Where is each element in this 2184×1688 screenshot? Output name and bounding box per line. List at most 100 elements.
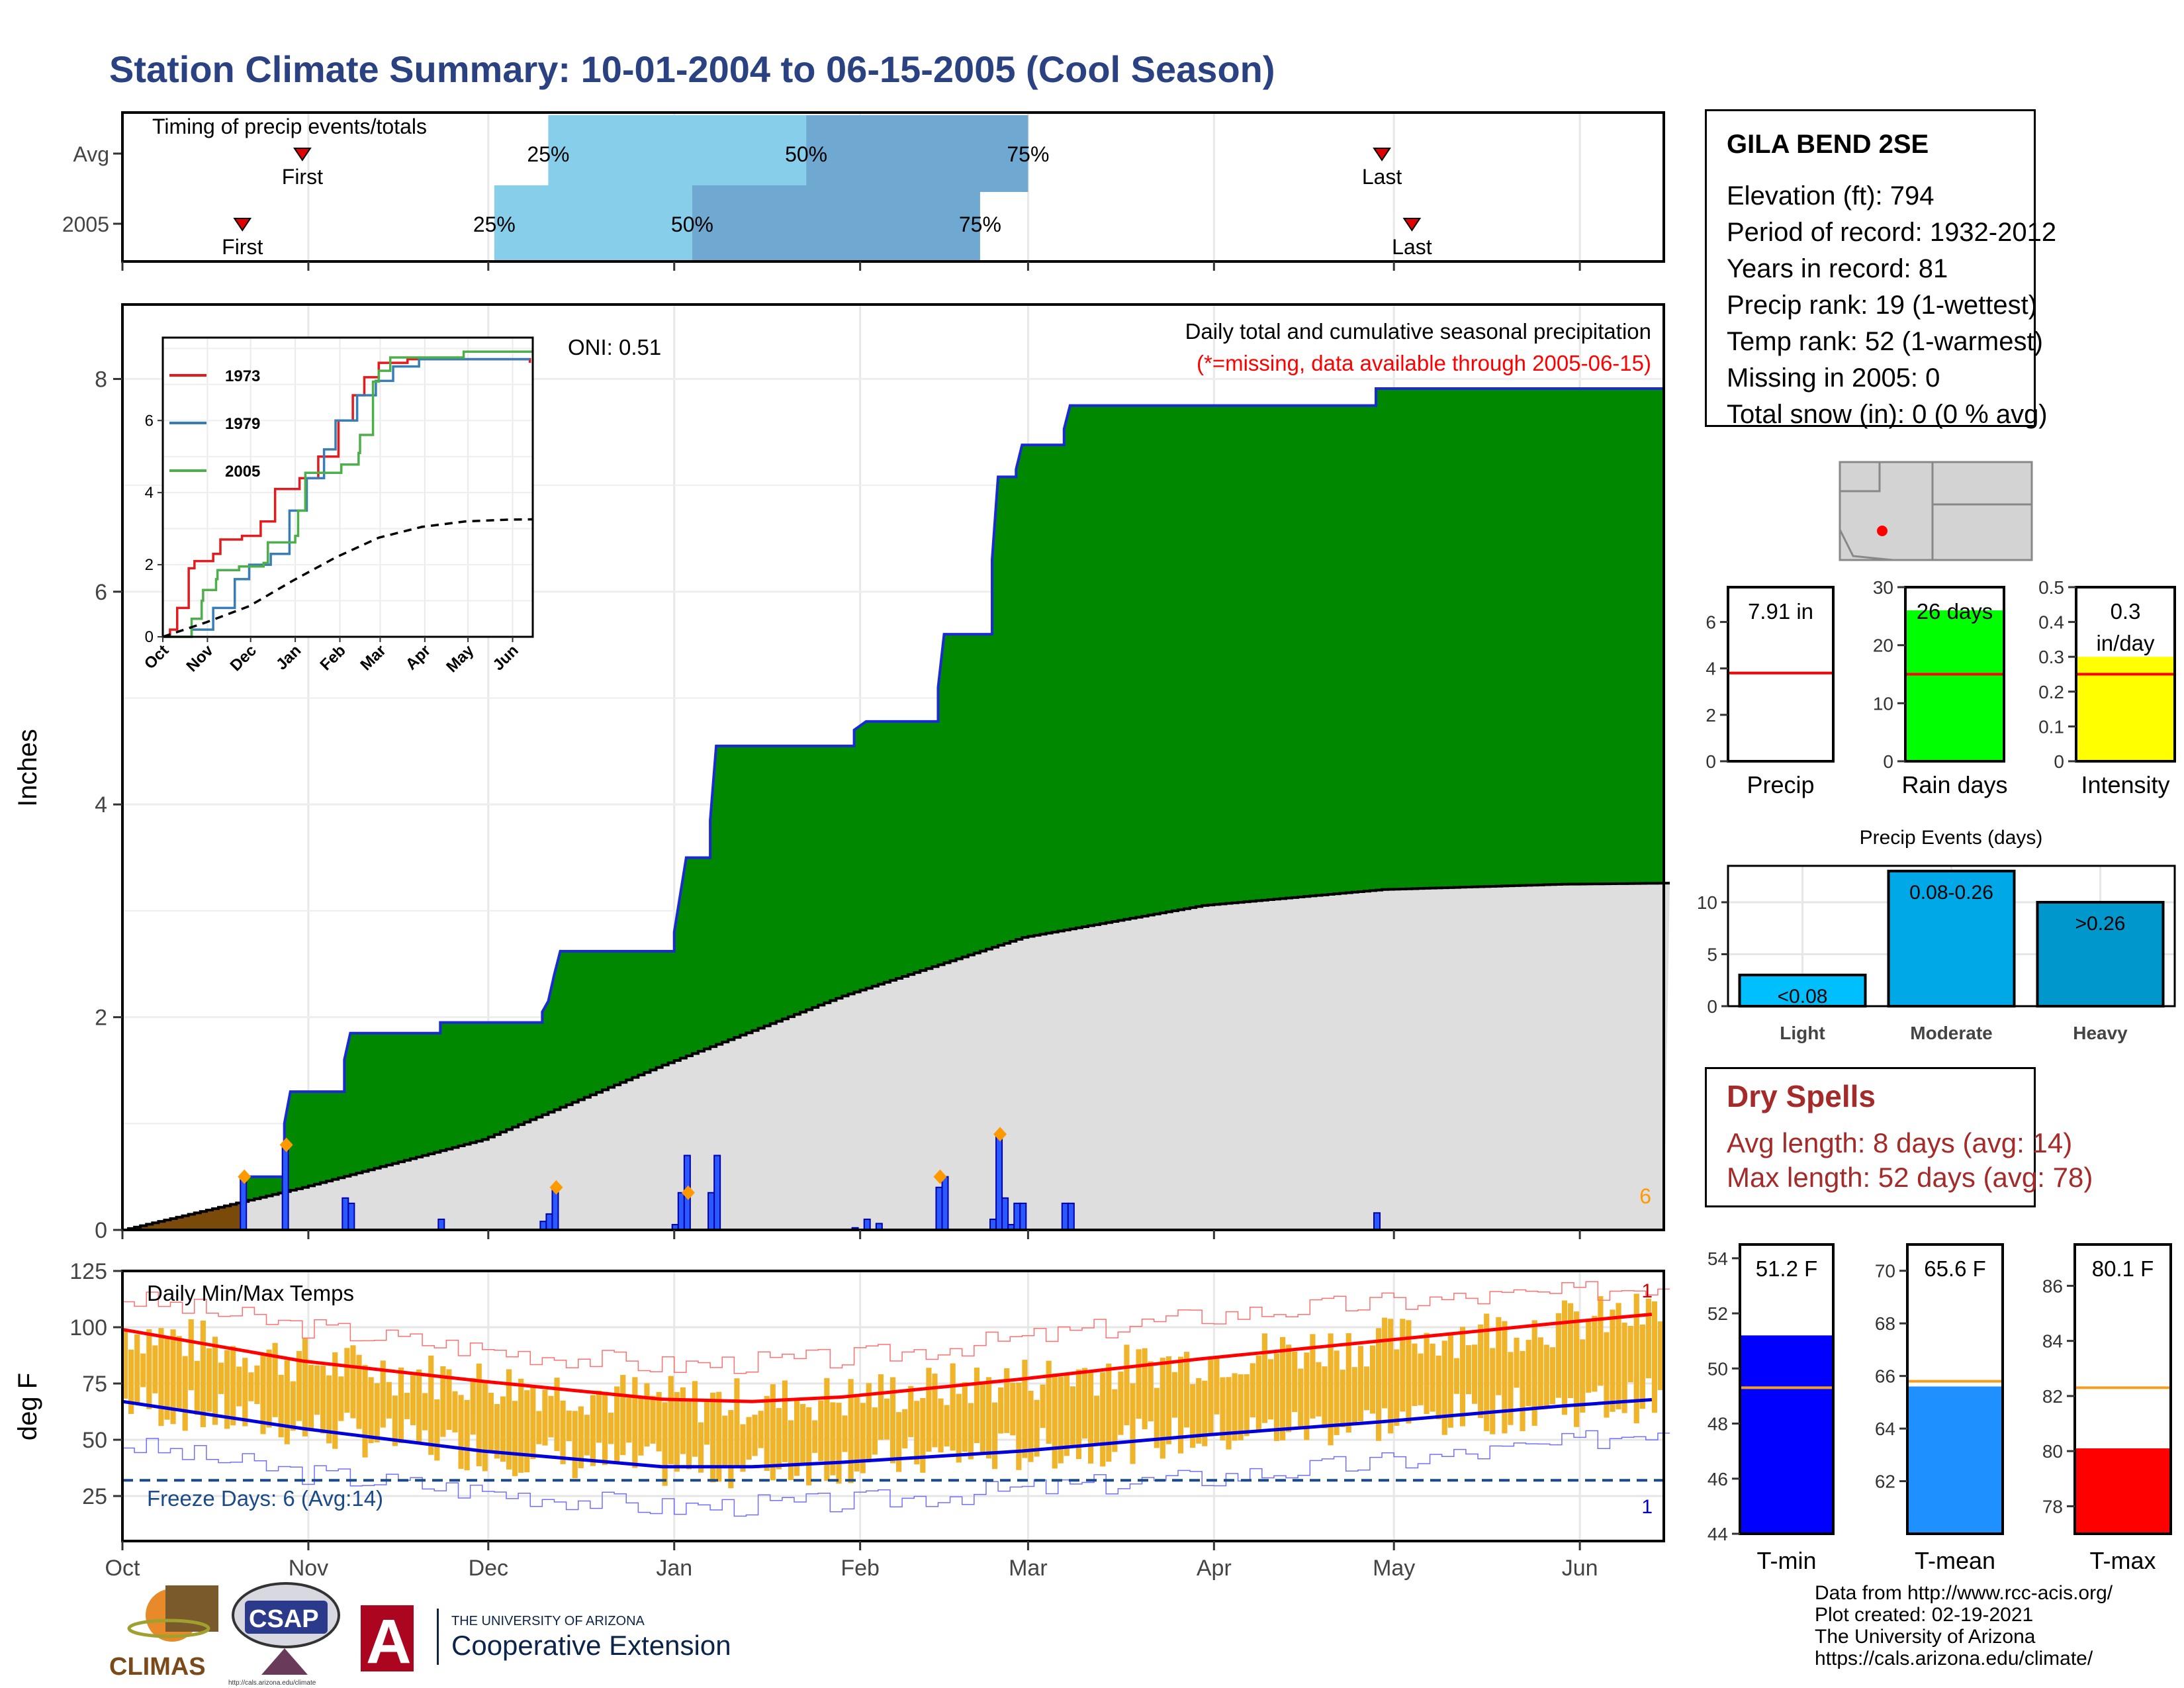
daily-temp-bar bbox=[500, 1396, 506, 1462]
daily-temp-bar bbox=[1435, 1355, 1441, 1420]
summary-bar-tick-label: 86 bbox=[2042, 1276, 2063, 1296]
daily-temp-bar bbox=[1376, 1328, 1382, 1441]
daily-temp-bar bbox=[422, 1393, 428, 1430]
daily-temp-bar bbox=[1214, 1356, 1220, 1415]
daily-temp-bar bbox=[788, 1420, 794, 1480]
daily-temp-bar bbox=[296, 1350, 302, 1421]
daily-precip-bar bbox=[240, 1176, 248, 1231]
daily-temp-bar bbox=[152, 1345, 158, 1393]
summary-bar-tick-label: 68 bbox=[1875, 1313, 1895, 1334]
summary-bar-category: T-mean bbox=[1915, 1547, 1995, 1574]
precip-marker bbox=[549, 1180, 563, 1195]
daily-temp-bar bbox=[1520, 1350, 1525, 1431]
summary-bar-tick-label: 2 bbox=[1706, 705, 1716, 726]
daily-temp-bar bbox=[1184, 1352, 1190, 1428]
quartile-bar-25-50 bbox=[548, 115, 807, 192]
daily-temp-bar bbox=[1639, 1324, 1645, 1409]
daily-temp-bar bbox=[464, 1399, 470, 1471]
daily-temp-bar bbox=[146, 1329, 152, 1409]
daily-temp-bar bbox=[632, 1377, 638, 1468]
daily-precip-bar bbox=[1061, 1202, 1069, 1231]
summary-bar-frame bbox=[1904, 586, 2005, 763]
location-map bbox=[1839, 461, 2033, 561]
daily-temp-bar bbox=[776, 1408, 782, 1470]
daily-temp-bar bbox=[488, 1392, 494, 1452]
daily-temp-bar bbox=[164, 1336, 170, 1420]
summary-bar-value: 26 days bbox=[1917, 599, 1993, 624]
daily-temp-bar bbox=[620, 1375, 626, 1456]
daily-temp-bar bbox=[1196, 1378, 1202, 1444]
daily-temp-bar bbox=[1286, 1344, 1292, 1432]
daily-temp-bar bbox=[1118, 1371, 1124, 1435]
daily-temp-bar bbox=[1478, 1324, 1484, 1419]
daily-precip-bar bbox=[935, 1186, 943, 1231]
daily-precip-bar bbox=[995, 1133, 1003, 1231]
event-category: Heavy bbox=[2073, 1023, 2128, 1043]
q25-label: 25% bbox=[527, 142, 569, 166]
daily-temp-bar bbox=[446, 1369, 452, 1430]
credit-line: The University of Arizona bbox=[1815, 1626, 2036, 1648]
quartile-bar-25-50 bbox=[494, 185, 692, 262]
daily-temp-bar bbox=[212, 1336, 218, 1425]
daily-temp-bar bbox=[314, 1365, 320, 1415]
daily-temp-bar bbox=[740, 1424, 746, 1472]
daily-temp-bar bbox=[248, 1372, 254, 1401]
precip-subtitle: (*=missing, data available through 2005-… bbox=[1197, 351, 1651, 375]
daily-temp-bar bbox=[1555, 1313, 1562, 1398]
daily-temp-bar bbox=[914, 1401, 920, 1465]
daily-temp-bar bbox=[1075, 1369, 1082, 1460]
daily-temp-bar bbox=[518, 1378, 524, 1473]
summary-bar-tick-label: 30 bbox=[1873, 577, 1893, 598]
summary-bar-tick-label: 0.3 bbox=[2038, 647, 2064, 667]
y-tick-label: 6 bbox=[95, 580, 107, 605]
daily-temp-bar bbox=[362, 1365, 368, 1458]
daily-temp-bar bbox=[746, 1417, 752, 1460]
daily-temp-bar bbox=[1610, 1309, 1615, 1412]
daily-temp-bar bbox=[236, 1366, 242, 1407]
temps-y-tick-label: 50 bbox=[82, 1428, 107, 1453]
credit-line: Plot created: 02-19-2021 bbox=[1815, 1604, 2034, 1626]
summary-bar-tick-label: 50 bbox=[1707, 1358, 1728, 1379]
daily-temp-bar bbox=[1069, 1386, 1075, 1446]
daily-temp-bar bbox=[434, 1399, 440, 1461]
daily-temp-bar bbox=[674, 1391, 680, 1472]
daily-temp-bar bbox=[716, 1391, 722, 1482]
summary-bars: 7.91 in 0 2 4 6 Precip 26 days 0 10 20 30 Rain days… bbox=[1706, 577, 2176, 798]
daily-temp-bar bbox=[680, 1387, 686, 1454]
daily-temp-bar bbox=[188, 1319, 194, 1391]
inset-bg bbox=[163, 338, 533, 637]
summary-bar-category: T-max bbox=[2089, 1547, 2156, 1574]
daily-temp-bar bbox=[1034, 1399, 1040, 1457]
daily-temp-bar bbox=[1202, 1380, 1208, 1446]
last-marker bbox=[1402, 218, 1422, 232]
daily-temp-bar bbox=[1190, 1384, 1196, 1448]
q75-label: 75% bbox=[1007, 142, 1049, 166]
daily-temp-bar bbox=[758, 1411, 764, 1448]
daily-temp-bar bbox=[1328, 1333, 1334, 1446]
daily-temp-bar bbox=[1040, 1384, 1046, 1429]
daily-temp-bar bbox=[392, 1395, 398, 1446]
daily-temp-bar bbox=[1627, 1325, 1633, 1383]
q50-label: 50% bbox=[785, 142, 827, 166]
daily-temp-bar bbox=[1388, 1319, 1394, 1434]
daily-temp-bar bbox=[1081, 1368, 1088, 1439]
daily-temp-bar bbox=[1124, 1344, 1130, 1426]
daily-temp-bar bbox=[1502, 1321, 1508, 1434]
event-bar bbox=[1738, 973, 1867, 1008]
temps-title: Daily Min/Max Temps bbox=[147, 1281, 354, 1305]
daily-temp-bar bbox=[1580, 1339, 1586, 1413]
daily-precip-bar bbox=[281, 1144, 289, 1231]
summary-bar-tick-label: 84 bbox=[2042, 1331, 2063, 1352]
legend-label: 1979 bbox=[225, 415, 260, 433]
logos: CLIMAS CSAP http://cals.arizona.edu/clim… bbox=[109, 1582, 731, 1687]
station-info-line: Period of record: 1932-2012 bbox=[1727, 218, 2057, 247]
daily-temp-bar bbox=[410, 1375, 416, 1426]
daily-temp-bar bbox=[566, 1410, 572, 1442]
summary-bar-tick-label: 20 bbox=[1873, 635, 1893, 656]
timing-frame bbox=[121, 111, 1665, 263]
summary-bar-tick-label: 64 bbox=[1875, 1419, 1895, 1439]
csap-text: CSAP bbox=[249, 1605, 319, 1633]
summary-bar-frame bbox=[1727, 586, 1835, 763]
daily-temp-bar bbox=[158, 1328, 164, 1427]
daily-temp-bar bbox=[1412, 1343, 1418, 1407]
